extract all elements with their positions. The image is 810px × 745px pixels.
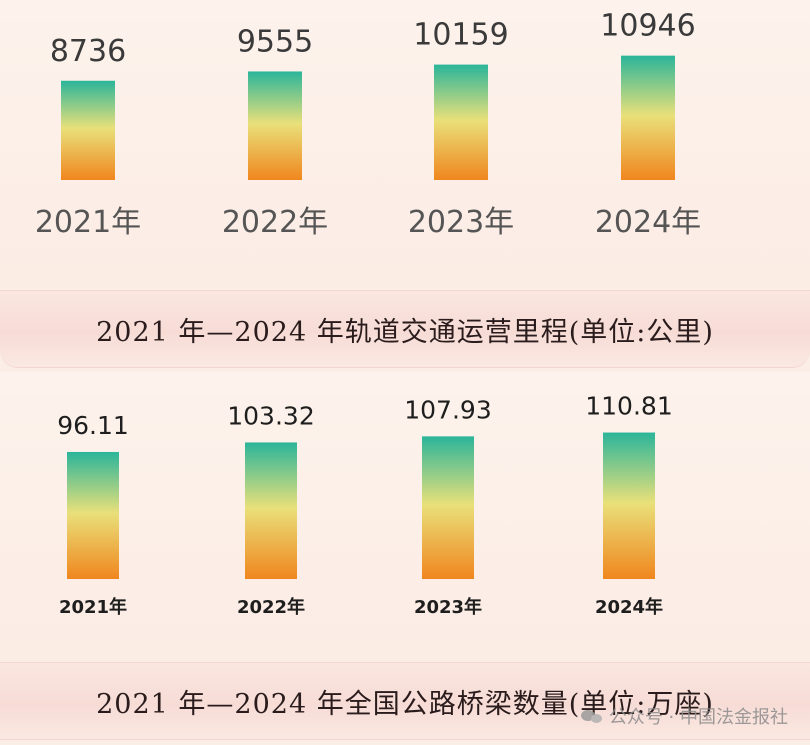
- value-label: 96.11: [57, 411, 129, 440]
- value-label: 9555: [237, 24, 313, 59]
- value-label: 8736: [50, 34, 126, 69]
- value-label: 107.93: [404, 395, 491, 424]
- rail-caption-band: 2021 年—2024 年轨道交通运营里程(单位:公里): [0, 290, 810, 368]
- category-label: 2023年: [408, 205, 514, 240]
- bar-2022年: [248, 71, 302, 180]
- bar-2021年: [61, 80, 115, 180]
- bridge-count-chart-panel: 96.11 2021年 103.32 2022年 107.93 2023年 110.81 20…: [0, 372, 810, 745]
- category-label: 2024年: [595, 205, 701, 240]
- bar-2021年: [67, 451, 119, 579]
- rail-transit-chart-panel: 8736 2021年 9555 2022年 10159 2023年 10946 2024年 2…: [0, 0, 810, 372]
- bridge-caption-band: 2021 年—2024 年全国公路桥梁数量(单位:万座): [0, 662, 810, 740]
- value-label: 10159: [413, 18, 508, 53]
- category-label: 2022年: [222, 205, 328, 240]
- bar-2024年: [621, 55, 675, 180]
- category-label: 2022年: [237, 596, 305, 618]
- category-label: 2021年: [59, 596, 127, 618]
- bridge-chart-area: 96.11 2021年 103.32 2022年 107.93 2023年 110.81 20…: [0, 372, 810, 662]
- bar-2024年: [603, 432, 655, 579]
- bridge-chart-title: 2021 年—2024 年全国公路桥梁数量(单位:万座): [96, 688, 714, 720]
- watermark: 公众号 · 中国法金报社: [580, 703, 788, 729]
- rail-transit-bar-chart: 8736 2021年 9555 2022年 10159 2023年 10946 2024年: [35, 9, 701, 240]
- bar-2023年: [422, 436, 474, 579]
- rail-chart-area: 8736 2021年 9555 2022年 10159 2023年 10946 2024年: [0, 0, 810, 290]
- category-label: 2023年: [414, 596, 482, 618]
- bar-2023年: [434, 64, 488, 180]
- value-label: 110.81: [585, 392, 672, 421]
- category-label: 2021年: [35, 205, 141, 240]
- rail-chart-title: 2021 年—2024 年轨道交通运营里程(单位:公里): [96, 316, 714, 348]
- wechat-icon: [580, 708, 603, 724]
- value-label: 10946: [600, 9, 695, 44]
- watermark-text: 公众号 · 中国法金报社: [608, 707, 788, 728]
- value-label: 103.32: [227, 401, 314, 430]
- bridge-count-bar-chart: 96.11 2021年 103.32 2022年 107.93 2023年 110.81 20…: [57, 392, 673, 618]
- category-label: 2024年: [595, 596, 663, 618]
- bar-2022年: [245, 442, 297, 579]
